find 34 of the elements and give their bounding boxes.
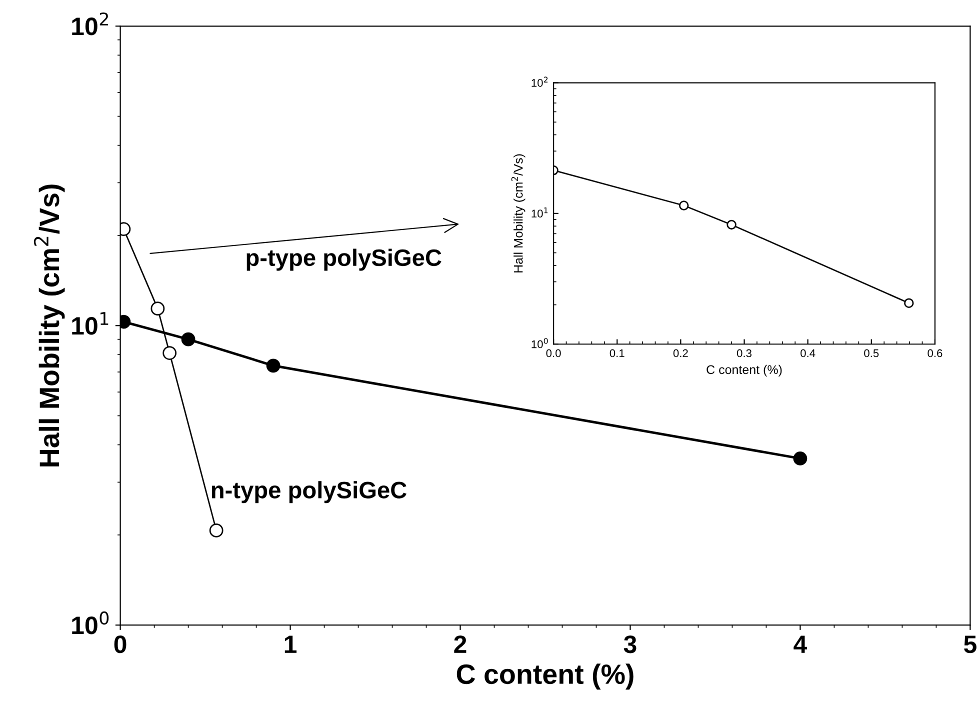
x-tick-label: 0.5 (864, 349, 879, 358)
point (679, 200, 689, 210)
series-label: n-type polySiGeC (212, 481, 407, 504)
x-tick-label: 5 (964, 636, 976, 654)
point (266, 358, 280, 373)
point (209, 524, 224, 538)
x-tick-label: 0.0 (546, 349, 561, 358)
y-tick-label: 10$^{2}$ (532, 76, 548, 87)
x-tick-label: 0.6 (928, 349, 942, 358)
x-tick-label: 3 (624, 635, 636, 654)
y-axis-title: Hall Mobility (cm$^{2}$/Vs) (511, 154, 526, 272)
x-tick-label: 0.1 (610, 349, 624, 358)
x-tick-label: 0.4 (800, 349, 816, 358)
x-tick-label: 1 (284, 636, 297, 653)
point (726, 220, 736, 230)
x-tick-label: 0 (114, 635, 126, 654)
point (793, 452, 808, 466)
y-tick-label: 10$^{1}$ (72, 312, 108, 335)
y-tick-label: 10$^{2}$ (72, 12, 108, 36)
point (150, 302, 165, 316)
y-axis-title: Hall Mobility (cm$^{2}$/Vs) (34, 184, 65, 466)
x-axis-title: C content (%) (456, 664, 634, 690)
x-tick-label: 0.3 (736, 349, 752, 358)
x-tick-label: 2 (454, 635, 466, 653)
legend-label: p-type polySiGeC (246, 248, 442, 271)
x-tick-label: 4 (794, 636, 808, 653)
y-tick-label: 10$^{1}$ (532, 207, 548, 218)
point (181, 332, 196, 346)
point (904, 298, 914, 308)
y-tick-label: 10$^{0}$ (72, 611, 109, 634)
x-axis-title: C content (%) (706, 364, 782, 377)
point (162, 346, 177, 360)
x-tick-label: 0.2 (673, 349, 688, 358)
y-tick-label: 10$^{0}$ (532, 338, 548, 348)
